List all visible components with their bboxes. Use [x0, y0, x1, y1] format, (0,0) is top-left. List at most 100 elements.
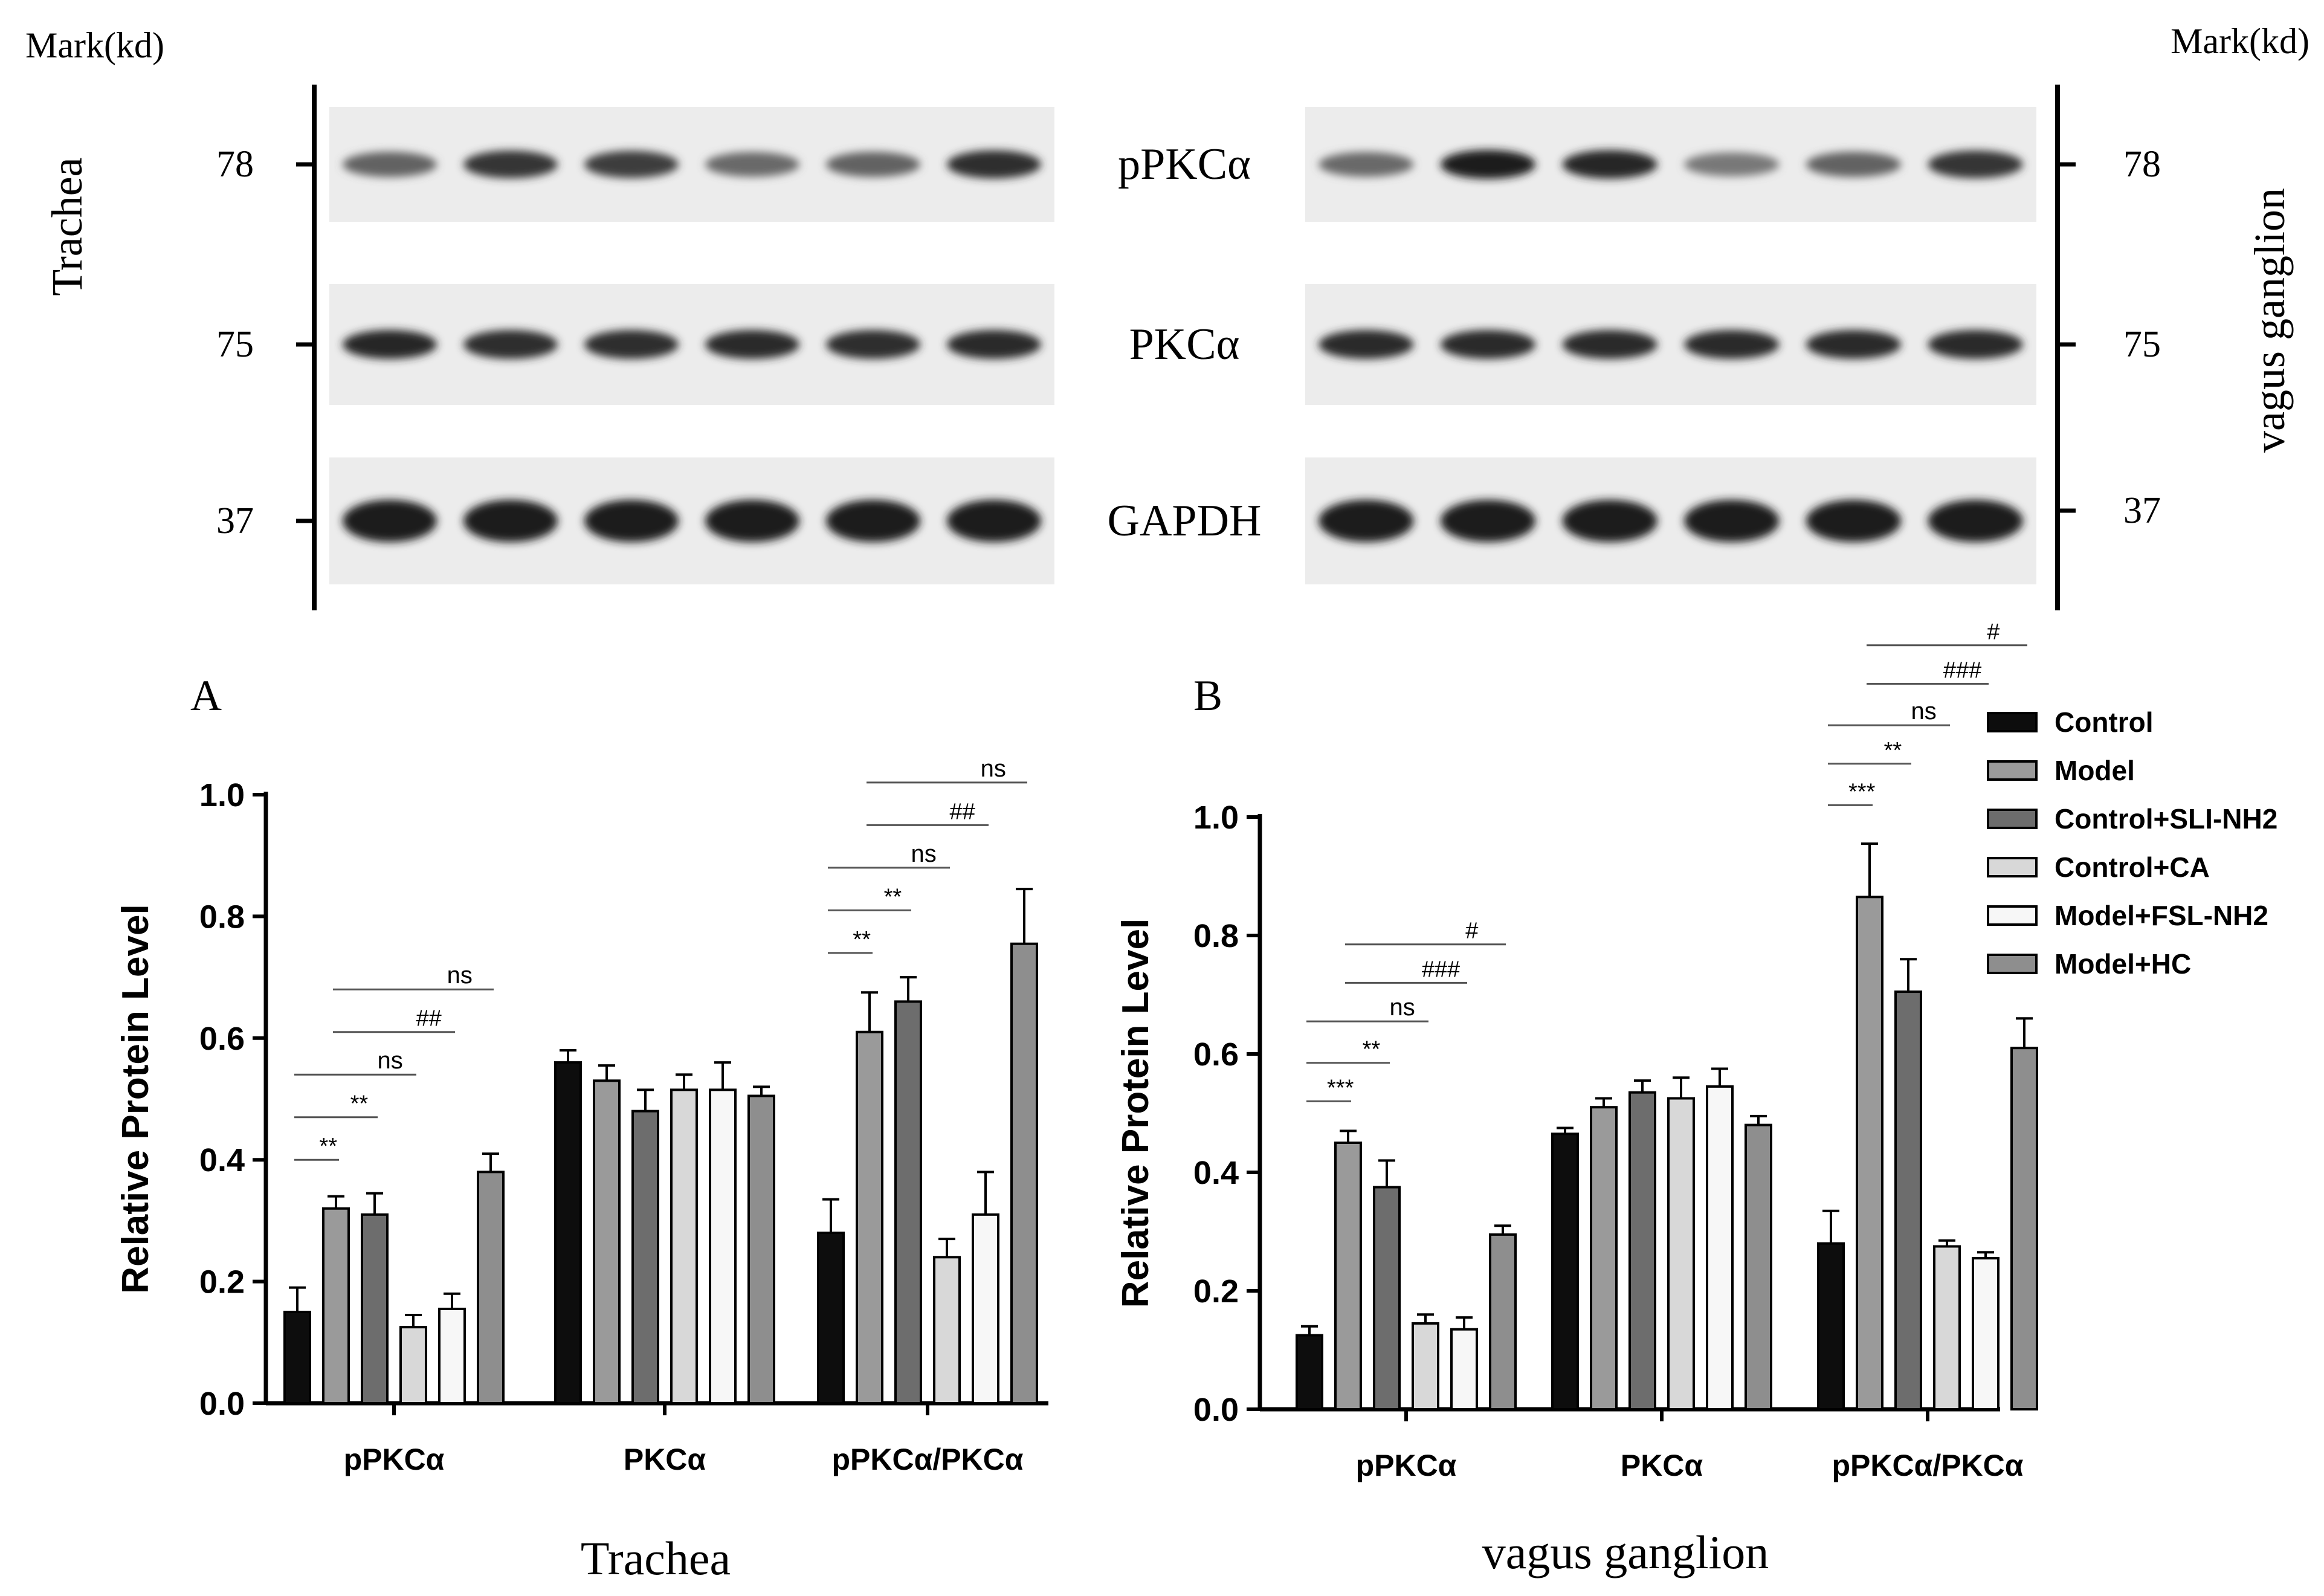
significance-label: *** — [1848, 779, 1876, 804]
marker-label-right: 78 — [2123, 144, 2161, 185]
bar — [1489, 1233, 1517, 1411]
y-tick-label: 1.0 — [1193, 800, 1239, 836]
bar — [933, 1256, 961, 1405]
bar — [631, 1110, 659, 1404]
legend-swatch — [1987, 760, 2038, 781]
legend-swatch — [1987, 905, 2038, 926]
blot-band — [1319, 152, 1414, 177]
x-tick-label: pPKCα/PKCα — [831, 1443, 1023, 1476]
significance-label: ### — [1943, 658, 1981, 683]
marker-label-right: 75 — [2123, 324, 2161, 365]
significance-label: ** — [884, 884, 902, 909]
significance-label: ** — [350, 1091, 369, 1117]
blot-band — [584, 500, 679, 542]
bar — [747, 1094, 775, 1404]
legend-swatch — [1987, 857, 2038, 877]
bar — [670, 1088, 698, 1404]
bar — [1551, 1132, 1579, 1411]
bar — [554, 1061, 582, 1404]
y-tick-label: 0.0 — [199, 1386, 245, 1422]
legend-label: Model+FSL-NH2 — [2054, 900, 2268, 931]
blot-band — [947, 500, 1041, 542]
blot-band — [1440, 330, 1536, 359]
blot-band — [1562, 150, 1657, 179]
legend-label: Control — [2054, 706, 2154, 738]
significance-label: ** — [1363, 1037, 1381, 1062]
blot-background — [329, 457, 1054, 584]
bar — [817, 1232, 845, 1405]
bar — [894, 1000, 922, 1404]
blot-background — [1305, 284, 2036, 405]
legend-label: Control+CA — [2054, 851, 2210, 883]
legend-label: Control+SLI-NH2 — [2054, 803, 2277, 835]
significance-label: ** — [853, 927, 871, 952]
panel-letter: B — [1193, 671, 1222, 720]
bar — [1856, 896, 1883, 1411]
panel-letter: A — [190, 671, 222, 720]
panel-a: A Trachea Relative Protein Level 0.0 0.2 0.4 0… — [115, 671, 1048, 1585]
bar — [1817, 1242, 1845, 1411]
x-tick-label: pPKCα — [1356, 1449, 1457, 1482]
bar — [709, 1088, 737, 1404]
blot-band — [1319, 500, 1414, 542]
bar — [399, 1326, 427, 1404]
western-blot: Mark(kd) Mark(kd) Trachea vagus ganglion… — [25, 21, 2309, 610]
significance-label: ** — [319, 1134, 337, 1159]
bar — [283, 1310, 311, 1404]
y-axis-label: Relative Protein Level — [1115, 919, 1157, 1308]
bar — [1628, 1091, 1656, 1410]
x-tick-label: PKCα — [624, 1443, 706, 1476]
blot-band — [1440, 500, 1536, 542]
y-tick-label: 0.2 — [1193, 1273, 1239, 1310]
bar — [322, 1207, 350, 1404]
blot-band — [1928, 500, 2023, 542]
y-tick-label: 0.4 — [1193, 1155, 1239, 1191]
protein-label: pPKCα — [1118, 140, 1251, 189]
bar — [1972, 1257, 2000, 1411]
bar — [1745, 1123, 1772, 1410]
significance-label: ** — [1884, 738, 1902, 763]
significance-label: ## — [416, 1006, 441, 1032]
blot-background — [329, 284, 1054, 405]
bar — [1933, 1245, 1961, 1410]
blot-band — [705, 330, 799, 359]
blot-strip-left — [329, 107, 1054, 222]
blot-band — [1684, 500, 1780, 542]
y-tick-label: 0.2 — [199, 1264, 245, 1300]
x-tick-label: pPKCα — [344, 1443, 445, 1476]
blot-band — [1928, 150, 2023, 178]
blot-band — [1562, 500, 1657, 542]
blot-band — [584, 330, 679, 359]
significance-label: ns — [447, 962, 473, 989]
blot-band — [1684, 330, 1780, 359]
significance-label: ### — [1422, 957, 1460, 982]
blot-strip-right — [1305, 107, 2036, 222]
y-tick-label: 0.4 — [199, 1142, 245, 1178]
blot-band — [343, 152, 437, 177]
bar — [1296, 1334, 1323, 1410]
significance-label: # — [1465, 919, 1478, 944]
blot-strip-right — [1305, 457, 2036, 584]
bar — [1590, 1106, 1618, 1410]
blot-band — [826, 500, 920, 542]
significance-label: ## — [949, 799, 975, 824]
bar — [2010, 1047, 2038, 1410]
mark-label-left: Mark(kd) — [25, 25, 164, 65]
blot-band — [705, 152, 799, 177]
y-tick-label: 0.8 — [199, 899, 245, 935]
blot-band — [947, 330, 1041, 359]
significance-label: *** — [1327, 1075, 1354, 1100]
blot-band — [584, 150, 679, 178]
bar — [1412, 1322, 1439, 1410]
blot-band — [343, 330, 437, 359]
blot-band — [1684, 152, 1780, 176]
blot-band — [463, 330, 558, 359]
marker-label-left: 37 — [216, 500, 254, 541]
blot-band — [343, 500, 437, 542]
blot-strip-right — [1305, 284, 2036, 405]
tissue-label-right: vagus ganglion — [2245, 188, 2294, 453]
bar — [361, 1213, 389, 1404]
significance-label: ns — [981, 755, 1006, 782]
